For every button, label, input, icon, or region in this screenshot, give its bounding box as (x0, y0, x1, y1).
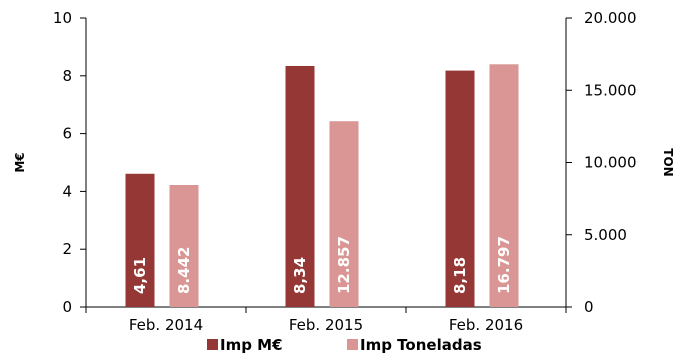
x-tick-label: Feb. 2015 (289, 316, 363, 334)
data-label-imp-meur-0: 4,61 (131, 257, 149, 294)
y-right-tick-label: 20.000 (584, 9, 637, 27)
y-axis-right-title: TON (661, 148, 675, 176)
x-tick-label: Feb. 2016 (449, 316, 523, 334)
legend-swatch-1 (347, 339, 358, 350)
y-right-tick-label: 5.000 (584, 226, 627, 244)
x-tick-label: Feb. 2014 (129, 316, 203, 334)
bar-imp-meur-1 (285, 65, 315, 307)
y-left-tick-label: 10 (53, 9, 72, 27)
data-label-imp-meur-2: 8,18 (451, 257, 469, 294)
legend: Imp M€ Imp Toneladas (207, 336, 482, 354)
y-left-tick-label: 2 (62, 240, 72, 258)
bar-imp-toneladas-2 (489, 64, 519, 307)
data-label-imp-toneladas-0: 8.442 (175, 247, 193, 294)
legend-label-1: Imp Toneladas (360, 336, 482, 354)
y-right-tick-label: 0 (584, 298, 594, 316)
bar-imp-meur-0 (125, 173, 155, 307)
data-label-imp-toneladas-2: 16.797 (495, 236, 513, 294)
legend-label-0: Imp M€ (220, 336, 283, 354)
y-left-tick-label: 4 (62, 182, 72, 200)
axes-layer: 0 2 4 6 8 10 0 5.000 10.000 15.000 20.000 Feb. 2014… (13, 9, 675, 334)
data-label-imp-toneladas-1: 12.857 (335, 236, 353, 294)
y-axis-left-title: M€ (13, 152, 27, 172)
data-label-imp-meur-1: 8,34 (291, 257, 309, 294)
y-right-tick-label: 15.000 (584, 81, 637, 99)
bars-layer (125, 64, 519, 308)
bar-imp-toneladas-1 (329, 121, 359, 308)
labels-layer: 4,61 8,34 8,18 8.442 12.857 16.797 (131, 236, 513, 294)
bar-imp-meur-2 (445, 70, 475, 308)
bar-imp-toneladas-0 (169, 185, 199, 307)
y-left-tick-label: 6 (62, 125, 72, 143)
legend-swatch-0 (207, 339, 218, 350)
y-left-tick-label: 8 (62, 67, 72, 85)
y-left-tick-label: 0 (62, 298, 72, 316)
y-right-tick-label: 10.000 (584, 154, 637, 172)
